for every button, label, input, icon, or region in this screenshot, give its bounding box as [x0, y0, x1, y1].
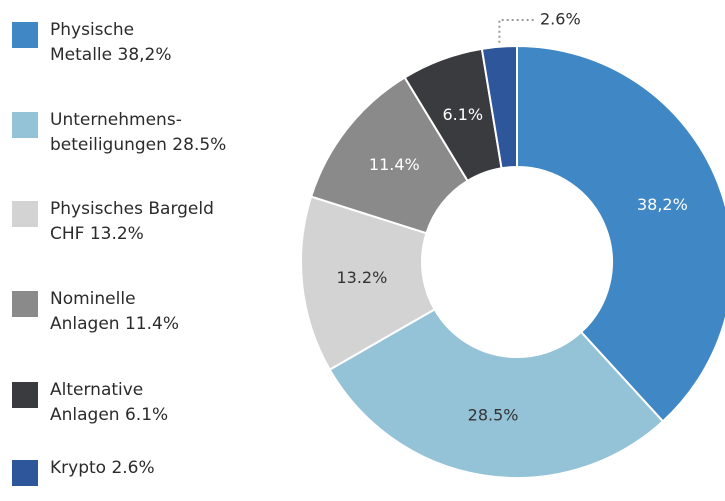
slice-label: 13.2%: [336, 268, 387, 287]
legend-swatch: [12, 382, 38, 408]
leader-line: [498, 19, 535, 43]
legend-label: Anlagen 11.4%: [50, 314, 179, 334]
donut-slice: [300, 195, 436, 371]
legend-label: Physische: [50, 20, 134, 40]
slice-label: 28.5%: [468, 406, 519, 425]
legend-label: CHF 13.2%: [50, 224, 144, 244]
legend-label: Anlagen 6.1%: [50, 405, 168, 425]
legend-label: Metalle 38,2%: [50, 45, 172, 65]
slice-label: 2.6%: [540, 10, 581, 29]
legend-swatch: [12, 22, 38, 48]
donut-slice: [480, 44, 518, 170]
slice-label: 11.4%: [369, 155, 420, 174]
legend-swatch: [12, 201, 38, 227]
legend-label: Nominelle: [50, 289, 136, 309]
slice-label: 6.1%: [442, 105, 483, 124]
legend-label: Krypto 2.6%: [50, 458, 155, 478]
legend-label: beteiligungen 28.5%: [50, 135, 226, 155]
legend-swatch: [12, 112, 38, 138]
donut-slice: [516, 44, 725, 423]
legend-label: Alternative: [50, 380, 143, 400]
legend-label: Unternehmens-: [50, 110, 182, 130]
legend-swatch: [12, 291, 38, 317]
legend-swatch: [12, 460, 38, 486]
donut-slice: [328, 307, 665, 479]
slice-label: 38,2%: [637, 195, 688, 214]
legend-label: Physisches Bargeld: [50, 199, 214, 219]
